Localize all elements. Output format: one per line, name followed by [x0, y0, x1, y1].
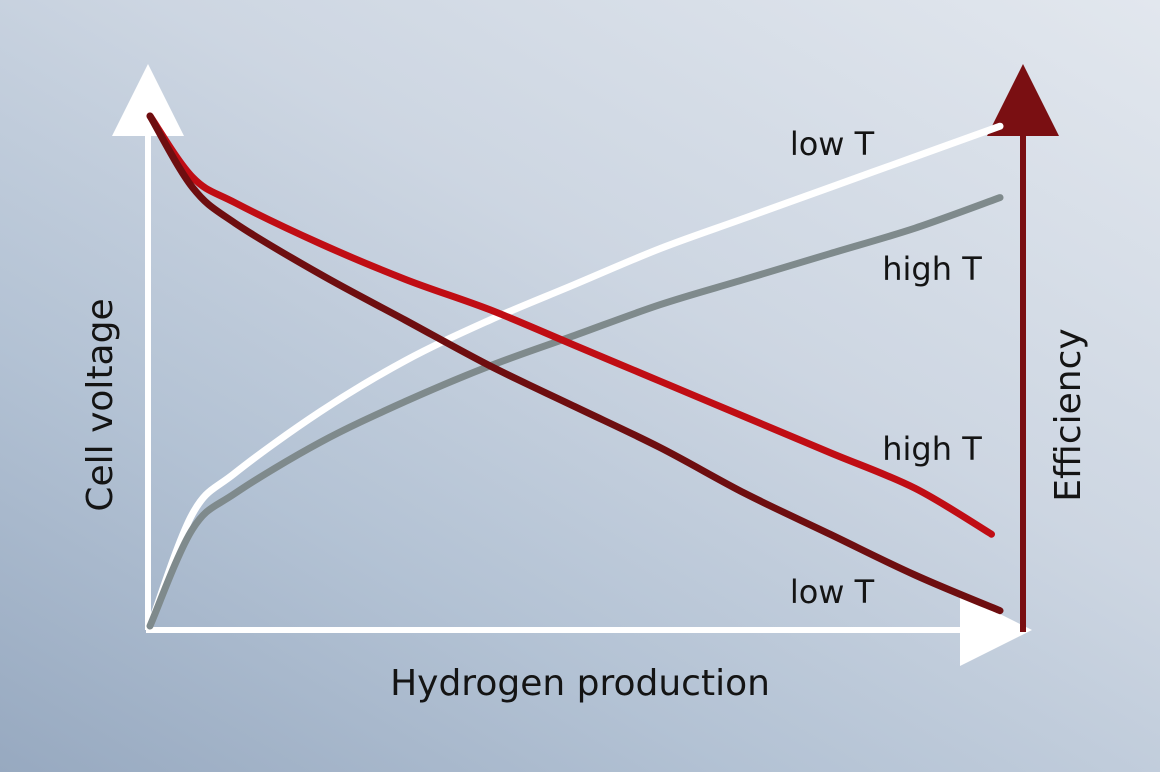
series-label-voltage-high-t: high T: [882, 430, 982, 468]
series-label-efficiency-low-t: low T: [790, 125, 875, 163]
series-group: [146, 112, 1004, 630]
x-axis-title: Hydrogen production: [390, 663, 770, 704]
series-labels: low T high T high T low T: [790, 125, 982, 611]
series-label-voltage-low-t: low T: [790, 573, 875, 611]
series-line-efficiency-high-t: [146, 194, 1004, 630]
y-axis-title: Cell voltage: [80, 298, 121, 511]
series-line-voltage-low-t: [146, 112, 1004, 615]
series-line-voltage-high-t: [146, 112, 995, 538]
y2-axis-title: Efficiency: [1048, 328, 1089, 501]
series-line-efficiency-low-t: [146, 122, 1004, 630]
series-label-efficiency-high-t: high T: [882, 250, 982, 288]
axes-group: [112, 64, 1059, 666]
